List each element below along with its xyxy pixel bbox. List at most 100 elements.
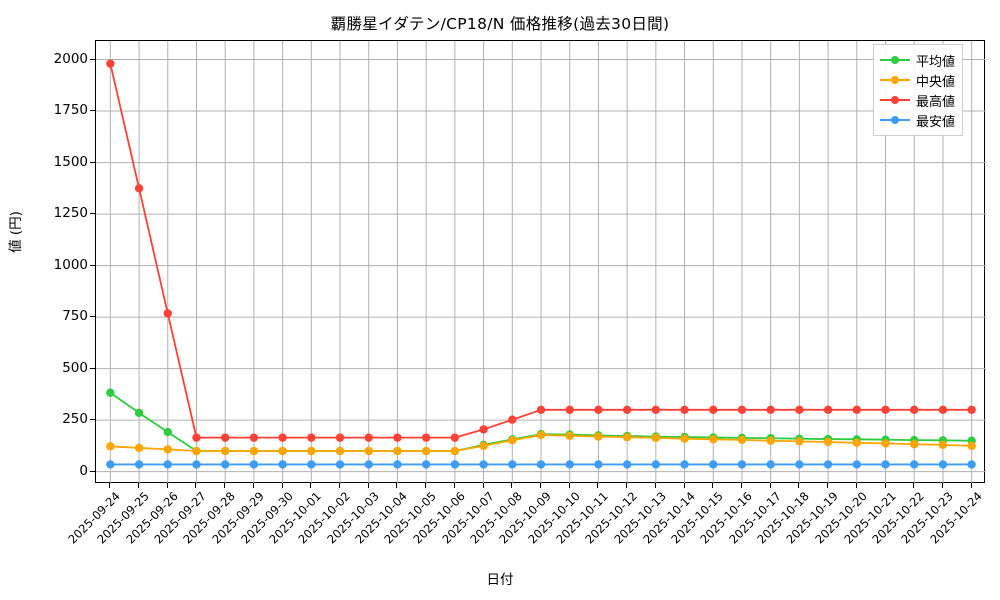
- y-axis-tick-mark: [90, 367, 95, 369]
- data-point-marker: [421, 433, 431, 442]
- data-point-marker: [795, 405, 804, 415]
- y-axis-tick-label: 1000: [53, 256, 88, 273]
- data-point-marker: [307, 433, 316, 442]
- y-axis-tick-mark: [90, 470, 95, 472]
- data-point-marker: [795, 460, 804, 469]
- data-point-marker: [249, 433, 259, 442]
- legend-item[interactable]: 中央値: [880, 70, 955, 90]
- data-point-marker: [766, 405, 775, 415]
- data-point-marker: [479, 425, 488, 434]
- data-point-marker: [134, 184, 144, 193]
- x-axis-tick-mark: [683, 483, 685, 488]
- data-point-marker: [192, 433, 201, 442]
- legend-label: 最安値: [916, 114, 956, 130]
- y-axis-tick-marks: [90, 40, 95, 483]
- x-axis-tick-mark: [712, 483, 714, 488]
- x-axis-tick-mark: [769, 483, 771, 488]
- x-axis-tick-mark: [396, 483, 398, 488]
- x-axis-tick-mark: [884, 483, 886, 488]
- data-point-marker: [938, 405, 948, 415]
- data-point-marker: [508, 460, 517, 469]
- legend-item[interactable]: 最安値: [880, 110, 955, 130]
- data-point-marker: [910, 440, 919, 449]
- x-axis-tick-mark: [568, 483, 570, 488]
- y-axis-tick-label: 1250: [53, 205, 88, 222]
- x-axis-tick-mark: [166, 483, 168, 488]
- x-axis-tick-mark: [941, 483, 943, 488]
- data-point-marker: [450, 433, 460, 442]
- data-point-marker: [278, 460, 287, 469]
- legend-swatch-icon: [880, 94, 910, 106]
- data-point-marker: [910, 460, 919, 469]
- legend-swatch-icon: [880, 54, 910, 66]
- data-point-marker: [967, 441, 976, 451]
- x-axis-tick-marks: [95, 483, 985, 488]
- data-point-marker: [651, 460, 661, 469]
- data-point-marker: [680, 460, 689, 469]
- x-axis-tick-mark: [195, 483, 197, 488]
- data-point-marker: [106, 388, 115, 397]
- data-point-marker: [651, 405, 661, 415]
- data-point-marker: [737, 435, 747, 445]
- y-axis-tick-label: 500: [62, 359, 88, 376]
- x-axis-tick-mark: [827, 483, 829, 488]
- data-point-marker: [249, 446, 259, 456]
- x-axis-tick-mark: [597, 483, 599, 488]
- data-point-marker: [766, 436, 775, 445]
- x-axis-tick-mark: [425, 483, 427, 488]
- data-point-marker: [163, 309, 172, 318]
- data-point-marker: [938, 460, 948, 469]
- y-axis-tick-mark: [90, 316, 95, 318]
- legend-item[interactable]: 平均値: [880, 50, 955, 70]
- data-point-marker: [106, 460, 115, 469]
- y-axis-tick-mark: [90, 213, 95, 215]
- y-axis-tick-label: 1750: [53, 102, 88, 119]
- data-point-marker: [307, 460, 316, 469]
- x-axis-tick-mark: [482, 483, 484, 488]
- y-axis-tick-mark: [90, 58, 95, 60]
- data-point-marker: [910, 405, 919, 415]
- data-point-marker: [680, 405, 689, 415]
- data-point-marker: [795, 437, 804, 446]
- data-point-marker: [565, 460, 574, 469]
- data-point-marker: [450, 446, 460, 456]
- data-point-marker: [565, 405, 574, 415]
- data-point-marker: [163, 427, 172, 437]
- data-point-marker: [852, 460, 862, 469]
- data-point-marker: [594, 405, 603, 415]
- data-point-marker: [393, 460, 402, 469]
- x-axis-tick-mark: [252, 483, 254, 488]
- y-axis-tick-label: 0: [79, 462, 88, 479]
- x-axis-tick-mark: [540, 483, 541, 488]
- data-point-marker: [852, 405, 862, 415]
- data-point-marker: [192, 460, 201, 469]
- x-axis-tick-mark: [138, 483, 140, 488]
- data-point-marker: [823, 460, 833, 469]
- x-axis-tick-labels: 2025-09-24 2025-09-25 2025-09-26 2025-09-27…: [66, 489, 985, 559]
- y-axis-tick-mark: [90, 264, 95, 266]
- x-axis-tick-mark: [798, 483, 800, 488]
- data-point-marker: [220, 433, 230, 442]
- y-axis-tick-label: 750: [62, 308, 88, 325]
- legend-item[interactable]: 最高値: [880, 90, 955, 110]
- legend-swatch-icon: [880, 114, 910, 126]
- data-point-marker: [307, 446, 316, 456]
- data-point-marker: [134, 408, 144, 418]
- data-point-marker: [335, 460, 345, 469]
- data-point-marker: [967, 405, 976, 415]
- data-point-marker: [823, 405, 833, 415]
- data-point-marker: [106, 442, 115, 451]
- data-point-marker: [278, 446, 287, 456]
- x-axis-tick-mark: [654, 483, 656, 488]
- data-point-marker: [220, 460, 230, 469]
- legend-label: 中央値: [916, 74, 956, 90]
- y-axis-tick-label: 1500: [53, 153, 88, 170]
- x-axis-tick-mark: [626, 483, 628, 488]
- x-axis-tick-mark: [281, 483, 283, 488]
- data-point-marker: [278, 433, 287, 442]
- data-point-marker: [508, 415, 517, 424]
- data-point-marker: [565, 431, 574, 440]
- data-point-marker: [823, 437, 833, 447]
- data-point-marker: [852, 438, 862, 447]
- data-point-marker: [364, 460, 373, 469]
